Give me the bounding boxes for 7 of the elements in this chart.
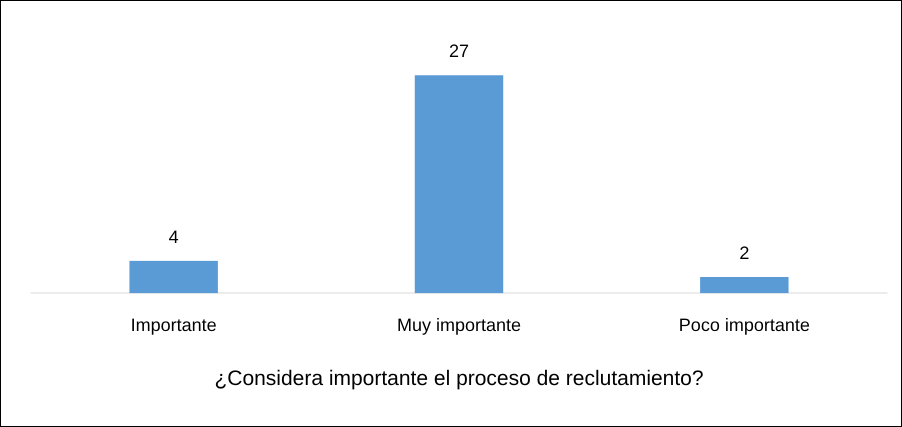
x-tick-label: Importante bbox=[130, 314, 217, 335]
data-label: 4 bbox=[168, 226, 179, 247]
data-label: 27 bbox=[448, 41, 470, 62]
x-tick-label: Muy importante bbox=[396, 314, 522, 335]
data-label: 2 bbox=[739, 243, 750, 264]
x-tick-label: Poco importante bbox=[678, 314, 810, 335]
x-axis-title: ¿Considera importante el proceso de reclutamiento? bbox=[214, 367, 704, 390]
